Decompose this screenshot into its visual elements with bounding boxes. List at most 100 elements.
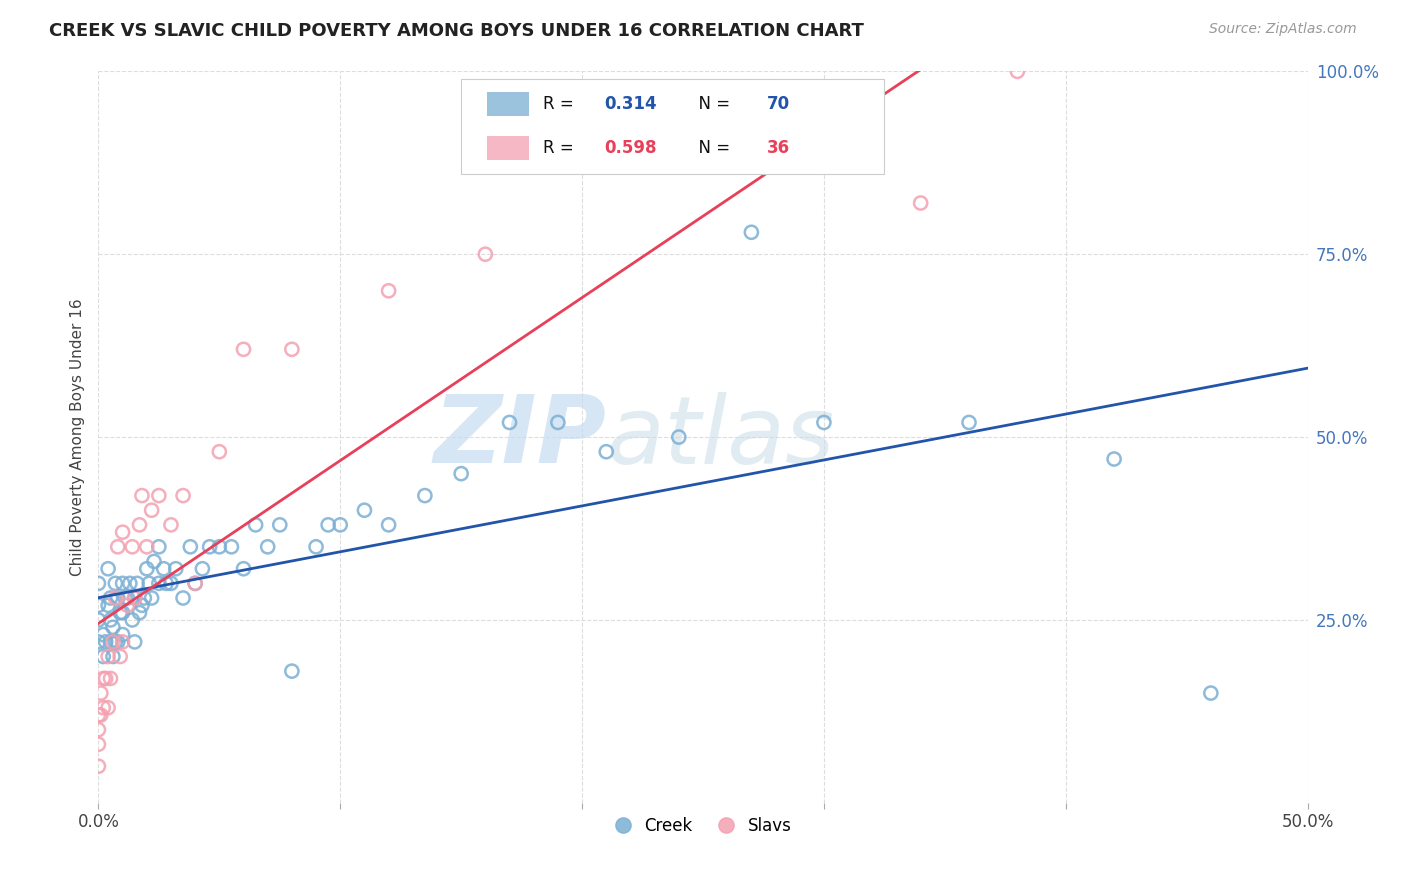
Point	[316, 517, 339, 532]
Point	[128, 606, 150, 620]
Point	[152, 562, 174, 576]
Point	[108, 606, 131, 620]
Point	[281, 664, 304, 678]
Point	[957, 416, 980, 430]
Text: R =: R =	[543, 95, 579, 113]
Point	[305, 540, 328, 554]
Point	[198, 540, 221, 554]
Point	[87, 613, 110, 627]
Point	[107, 591, 129, 605]
Point	[90, 686, 112, 700]
Point	[128, 517, 150, 532]
Point	[101, 620, 124, 634]
Point	[87, 737, 110, 751]
Text: atlas: atlas	[606, 392, 835, 483]
Point	[740, 225, 762, 239]
Point	[107, 635, 129, 649]
Y-axis label: Child Poverty Among Boys Under 16: Child Poverty Among Boys Under 16	[69, 298, 84, 576]
Point	[329, 517, 352, 532]
Point	[97, 649, 120, 664]
Text: ZIP: ZIP	[433, 391, 606, 483]
Point	[141, 503, 163, 517]
Point	[118, 576, 141, 591]
Point	[87, 576, 110, 591]
Point	[232, 343, 254, 357]
Point	[547, 416, 569, 430]
Point	[104, 576, 127, 591]
Point	[94, 635, 117, 649]
Point	[141, 591, 163, 605]
Text: CREEK VS SLAVIC CHILD POVERTY AMONG BOYS UNDER 16 CORRELATION CHART: CREEK VS SLAVIC CHILD POVERTY AMONG BOYS…	[49, 22, 865, 40]
Point	[91, 649, 114, 664]
Point	[1102, 452, 1125, 467]
Point	[100, 672, 122, 686]
Point	[135, 540, 157, 554]
Point	[160, 517, 183, 532]
Text: Source: ZipAtlas.com: Source: ZipAtlas.com	[1209, 22, 1357, 37]
Point	[138, 576, 160, 591]
Point	[97, 562, 120, 576]
Text: 0.314: 0.314	[603, 95, 657, 113]
Point	[90, 708, 112, 723]
FancyBboxPatch shape	[461, 78, 884, 174]
Point	[910, 196, 932, 211]
Point	[121, 613, 143, 627]
Point	[148, 540, 170, 554]
Text: 0.598: 0.598	[603, 139, 657, 157]
Point	[160, 576, 183, 591]
Point	[595, 444, 617, 458]
Point	[111, 635, 134, 649]
Point	[91, 627, 114, 641]
Point	[117, 591, 139, 605]
Point	[100, 635, 122, 649]
Point	[131, 599, 153, 613]
Point	[114, 591, 136, 605]
Point	[111, 576, 134, 591]
Point	[256, 540, 278, 554]
Point	[269, 517, 291, 532]
Point	[148, 489, 170, 503]
Point	[97, 599, 120, 613]
Point	[184, 576, 207, 591]
Point	[101, 635, 124, 649]
Point	[100, 613, 122, 627]
Point	[498, 416, 520, 430]
Point	[94, 672, 117, 686]
Point	[450, 467, 472, 481]
Point	[100, 591, 122, 605]
Point	[101, 649, 124, 664]
Point	[104, 591, 127, 605]
Point	[232, 562, 254, 576]
Point	[117, 599, 139, 613]
Point	[87, 723, 110, 737]
Point	[87, 599, 110, 613]
Legend: Creek, Slavs: Creek, Slavs	[607, 811, 799, 842]
Point	[91, 672, 114, 686]
Point	[413, 489, 436, 503]
Point	[377, 284, 399, 298]
Point	[104, 635, 127, 649]
Point	[135, 562, 157, 576]
Point	[1199, 686, 1222, 700]
Point	[353, 503, 375, 517]
Point	[1007, 64, 1029, 78]
Point	[245, 517, 267, 532]
Point	[172, 489, 194, 503]
Point	[121, 540, 143, 554]
Point	[124, 591, 146, 605]
Point	[813, 416, 835, 430]
Point	[148, 576, 170, 591]
Point	[131, 489, 153, 503]
Point	[668, 430, 690, 444]
Point	[124, 635, 146, 649]
Point	[155, 576, 177, 591]
Point	[97, 700, 120, 714]
Point	[91, 700, 114, 714]
FancyBboxPatch shape	[486, 136, 529, 161]
Point	[87, 708, 110, 723]
Point	[87, 759, 110, 773]
Point	[107, 540, 129, 554]
Point	[208, 444, 231, 458]
Point	[281, 343, 304, 357]
Point	[134, 591, 156, 605]
